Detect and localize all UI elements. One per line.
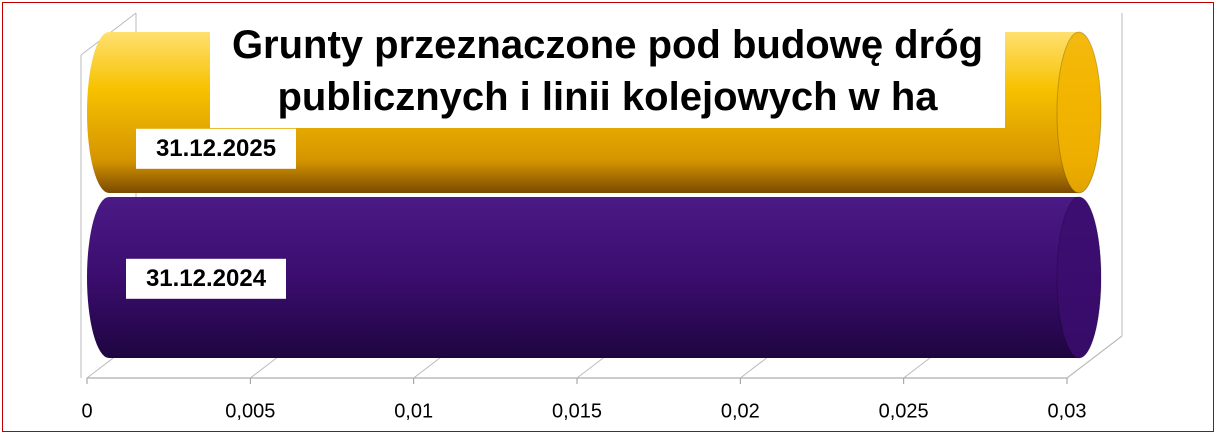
- x-tick-label: 0,03: [1048, 400, 1087, 422]
- x-tick-label: 0,025: [879, 400, 929, 422]
- x-tick-label: 0,01: [394, 400, 433, 422]
- category-label: 31.12.2024: [146, 265, 267, 292]
- grid-line: [1066, 335, 1123, 379]
- x-tick-label: 0,02: [721, 400, 760, 422]
- x-tick-label: 0,005: [225, 400, 275, 422]
- bar-cap: [1056, 31, 1102, 194]
- chart-title: Grunty przeznaczone pod budowę dróg publ…: [210, 15, 1005, 128]
- bar-cap: [1056, 196, 1102, 359]
- bar: [87, 197, 1101, 358]
- x-tick-label: 0: [81, 400, 92, 422]
- category-label: 31.12.2025: [156, 135, 276, 162]
- x-tick-label: 0,015: [552, 400, 602, 422]
- label-box: [136, 128, 296, 169]
- label-box: [126, 258, 286, 299]
